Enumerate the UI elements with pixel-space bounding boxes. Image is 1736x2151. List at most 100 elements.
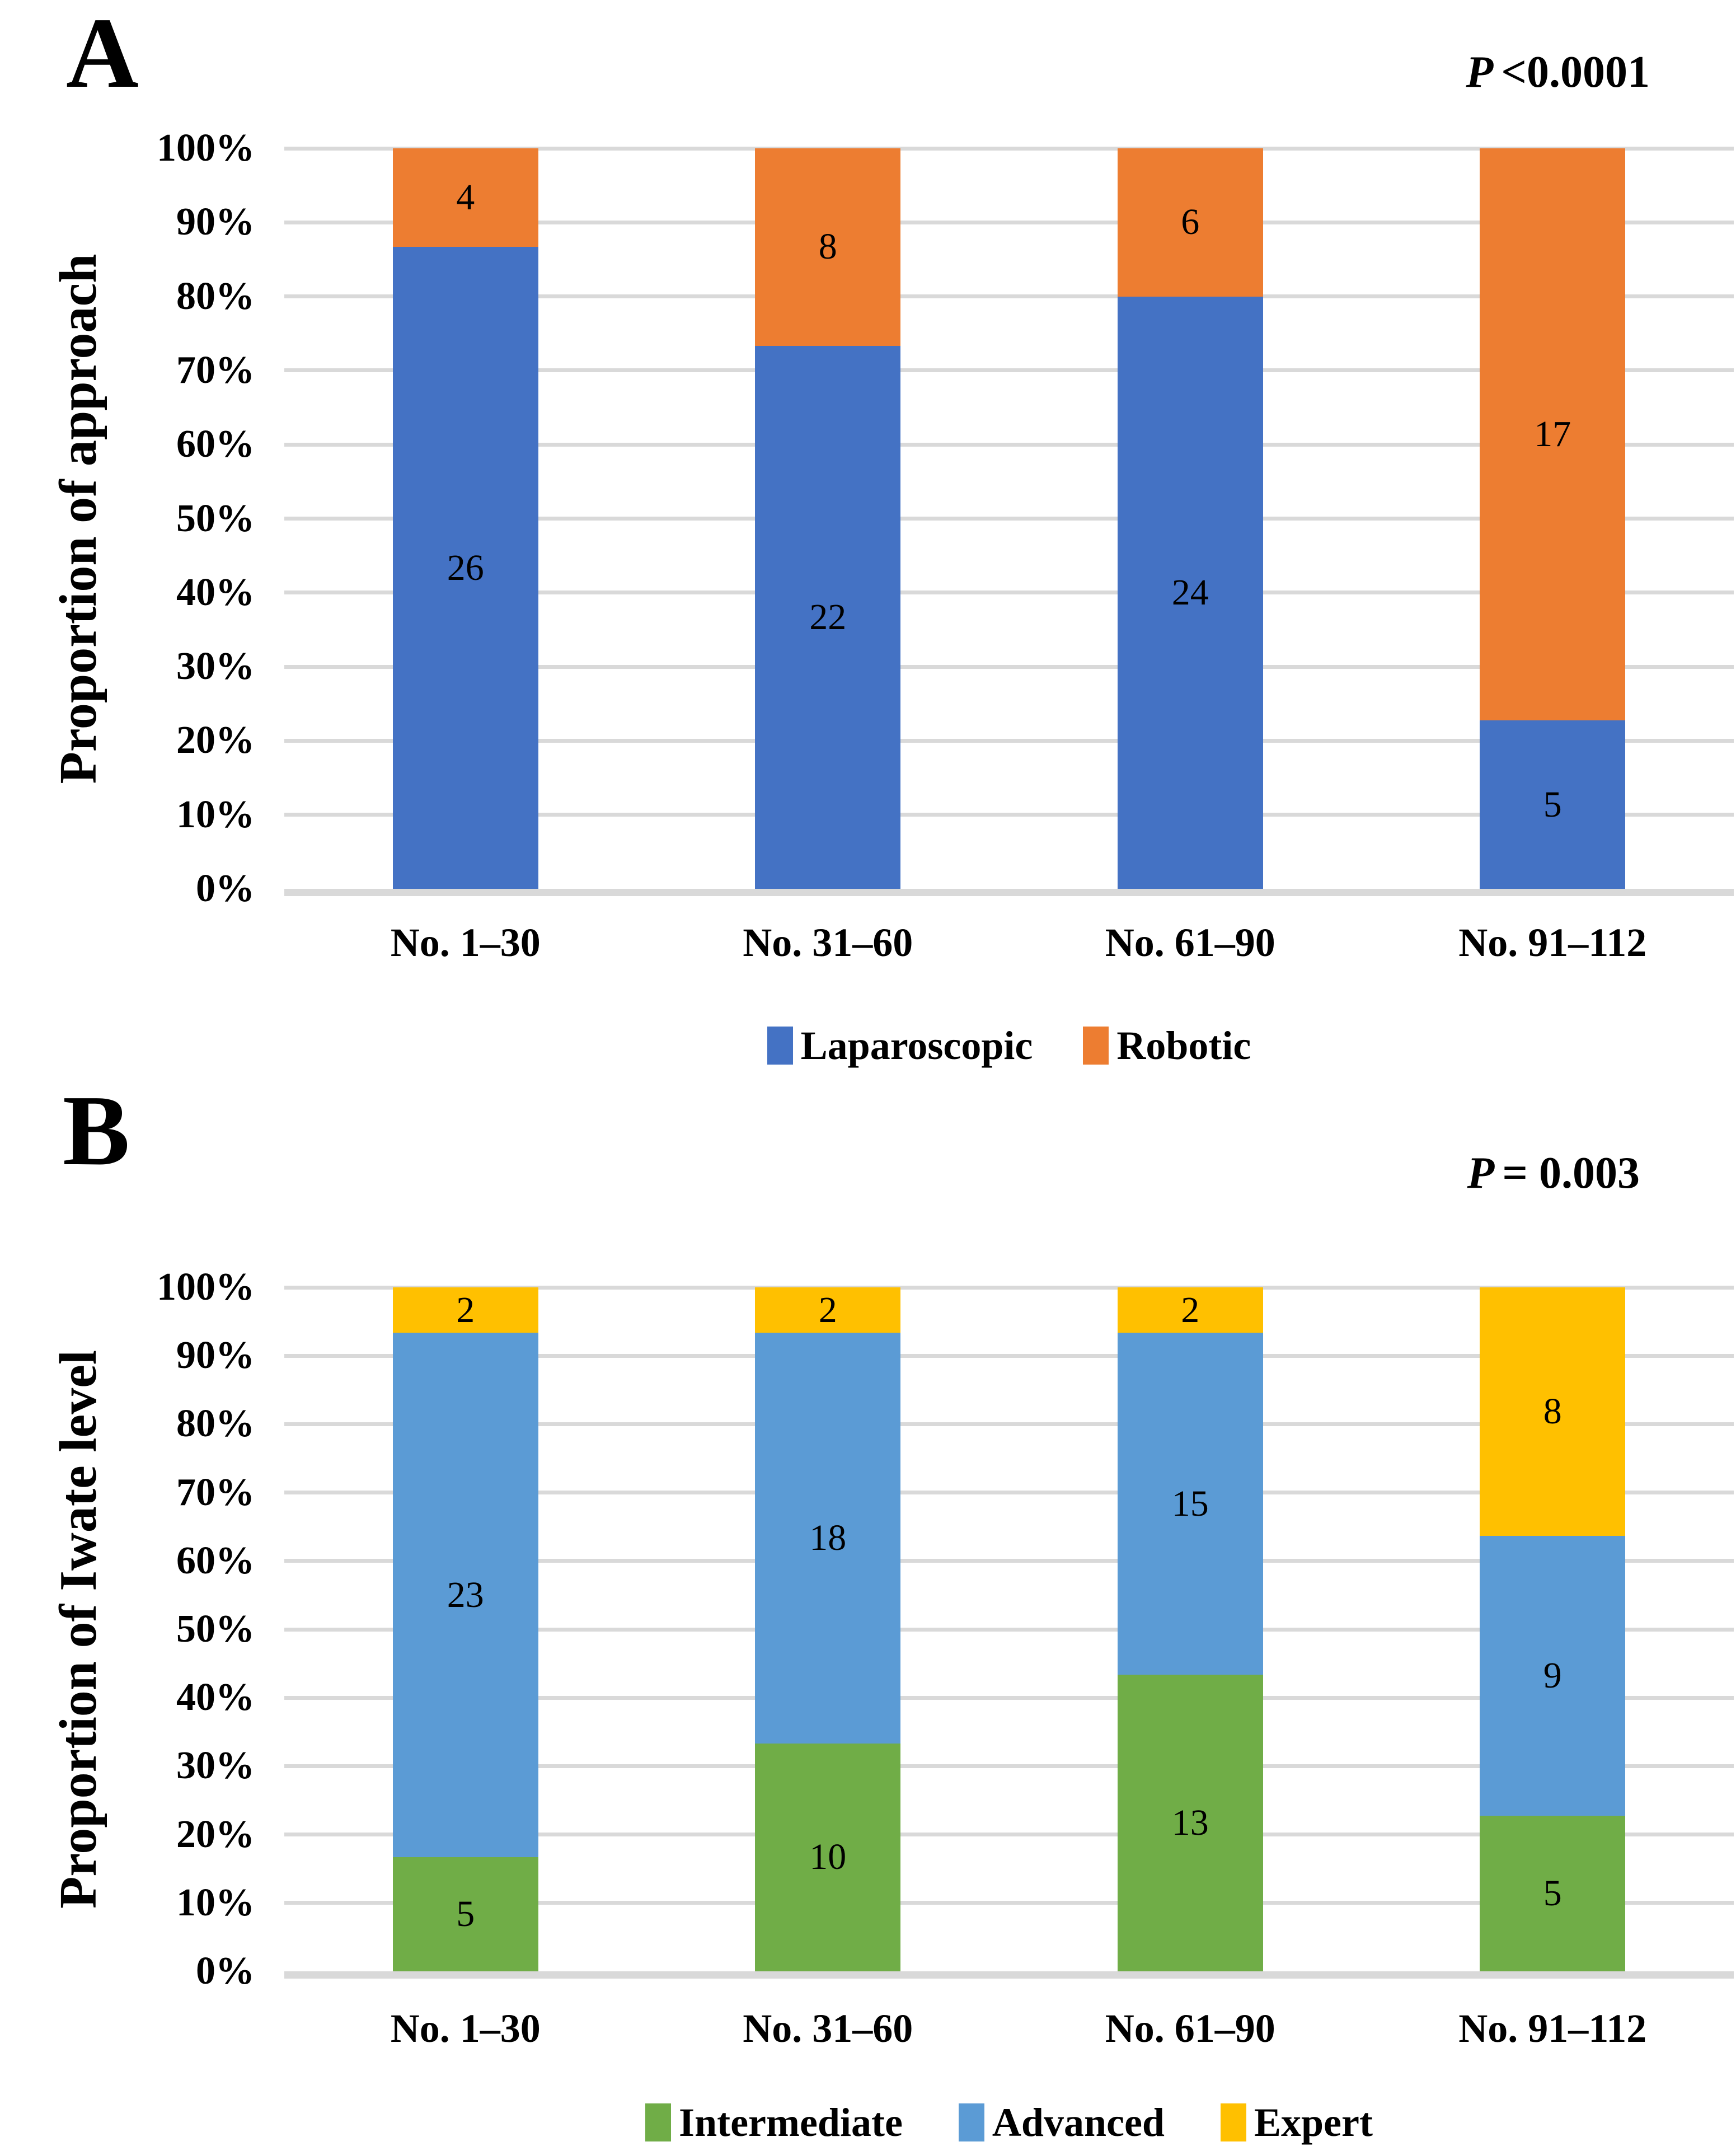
gridline-70% [284, 368, 1734, 373]
bar-segment-laparoscopic [392, 247, 538, 889]
bar-segment-value-label: 5 [456, 1894, 475, 1935]
bar-segment-value-label: 22 [809, 596, 847, 638]
y-tick-label-100%: 100% [157, 1266, 255, 1309]
gridline-100% [284, 1285, 1734, 1290]
legend: Intermediate Advanced Expert [284, 2102, 1734, 2143]
bar-segment-robotic [392, 148, 538, 247]
p-value-number: <0.0001 [1501, 48, 1650, 97]
panel-a-letter: A [66, 0, 139, 109]
bar-segment-value-label: 8 [818, 226, 837, 268]
y-tick-label-40%: 40% [176, 1676, 255, 1719]
bar-segment-value-label: 6 [1181, 201, 1200, 243]
bar-segment-value-label: 4 [456, 177, 475, 218]
y-tick-label-90%: 90% [176, 200, 255, 244]
y-tick-label-70%: 70% [176, 348, 255, 392]
y-tick-label-100%: 100% [157, 126, 255, 170]
bar-segment-value-label: 5 [1543, 1873, 1562, 1914]
bar-segment-value-label: 18 [809, 1517, 847, 1559]
bar-segment-expert [755, 1287, 901, 1333]
y-tick-label-90%: 90% [176, 1334, 255, 1377]
bar-segment-advanced [1480, 1536, 1626, 1816]
y-tick-label-30%: 30% [176, 645, 255, 688]
gridline-30% [284, 664, 1734, 669]
y-tick-label-10%: 10% [176, 1881, 255, 1924]
p-value-symbol: P [1466, 48, 1494, 97]
bar-segment-value-label: 9 [1543, 1655, 1562, 1697]
bar-segment-intermediate [392, 1857, 538, 1971]
legend-item-robotic: Robotic [1083, 1025, 1251, 1066]
x-axis-category-label: No. 1–30 [390, 2006, 541, 2051]
bar-segment-intermediate [1480, 1816, 1626, 1971]
y-tick-label-70%: 70% [176, 1470, 255, 1514]
x-axis-category-label: No. 1–30 [390, 920, 541, 965]
legend-item-intermediate: Intermediate [645, 2102, 903, 2143]
bar-segment-value-label: 5 [1543, 784, 1562, 825]
legend-label: Expert [1254, 2100, 1373, 2145]
gridline-10% [284, 813, 1734, 817]
gridline-90% [284, 220, 1734, 224]
y-tick-label-20%: 20% [176, 1812, 255, 1856]
bar-segment-intermediate [1117, 1675, 1263, 1971]
bar-segment-value-label: 2 [818, 1289, 837, 1330]
gridline-60% [284, 1559, 1734, 1563]
bar-segment-intermediate [755, 1743, 901, 1971]
gridline-90% [284, 1353, 1734, 1358]
gridline-40% [284, 1695, 1734, 1700]
y-tick-label-30%: 30% [176, 1744, 255, 1788]
p-value-symbol: P [1467, 1149, 1495, 1198]
gridline-60% [284, 442, 1734, 447]
gridline-50% [284, 517, 1734, 521]
y-tick-label-60%: 60% [176, 423, 255, 466]
legend-swatch-icon [958, 2103, 984, 2141]
bar-segment-value-label: 10 [809, 1836, 847, 1878]
x-axis-category-label: No. 61–90 [1105, 2006, 1275, 2051]
legend-label: Robotic [1116, 1023, 1251, 1068]
y-tick-label-0%: 0% [196, 1950, 255, 1993]
bar-segment-advanced [755, 1333, 901, 1744]
legend-swatch-icon [1220, 2103, 1246, 2141]
gridline-40% [284, 591, 1734, 595]
bar-segment-advanced [392, 1333, 538, 1858]
gridline-80% [284, 294, 1734, 299]
legend-item-advanced: Advanced [958, 2102, 1165, 2143]
y-tick-label-0%: 0% [196, 867, 255, 910]
gridline-80% [284, 1422, 1734, 1426]
gridline-30% [284, 1764, 1734, 1768]
y-tick-label-60%: 60% [176, 1539, 255, 1582]
bar-segment-value-label: 2 [456, 1289, 475, 1330]
bar-segment-value-label: 17 [1534, 414, 1571, 455]
y-tick-label-50%: 50% [176, 496, 255, 540]
gridline-70% [284, 1491, 1734, 1495]
bar-segment-robotic [1480, 148, 1626, 721]
y-tick-label-80%: 80% [176, 274, 255, 318]
bar-segment-laparoscopic [1117, 296, 1263, 889]
x-axis-line [284, 889, 1734, 896]
bar-segment-advanced [1117, 1333, 1263, 1675]
bar-segment-value-label: 26 [447, 547, 484, 588]
legend: Laparoscopic Robotic [284, 1025, 1734, 1066]
bar-segment-robotic [1117, 148, 1263, 297]
bar-segment-robotic [755, 148, 901, 346]
legend-swatch-icon [1083, 1027, 1109, 1065]
gridline-10% [284, 1901, 1734, 1905]
panel-a-p-value: P <0.0001 [1466, 48, 1650, 97]
gridline-100% [284, 146, 1734, 151]
bar-segment-value-label: 15 [1171, 1483, 1209, 1524]
panel-b-letter: B [63, 1075, 130, 1186]
bar-segment-value-label: 24 [1171, 571, 1209, 613]
y-tick-label-20%: 20% [176, 719, 255, 762]
y-tick-label-10%: 10% [176, 793, 255, 836]
panel-b-y-axis-title: Proportion of Iwate level [49, 1349, 107, 1909]
y-tick-label-80%: 80% [176, 1402, 255, 1446]
x-axis-category-label: No. 91–112 [1458, 2006, 1647, 2051]
bar-segment-value-label: 8 [1543, 1391, 1562, 1432]
bar-segment-value-label: 2 [1181, 1289, 1200, 1330]
bar-segment-expert [1117, 1287, 1263, 1333]
bar-segment-laparoscopic [1480, 720, 1626, 889]
x-axis-category-label: No. 91–112 [1458, 920, 1647, 965]
y-tick-label-40%: 40% [176, 570, 255, 614]
legend-label: Laparoscopic [800, 1023, 1033, 1068]
legend-swatch-icon [767, 1027, 793, 1065]
legend-swatch-icon [645, 2103, 672, 2141]
